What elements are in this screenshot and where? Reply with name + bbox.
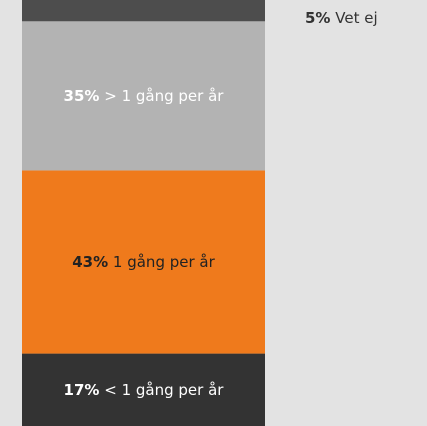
bar-segment [22,170,265,354]
segment-label: 17% < 1 gång per år [64,380,225,398]
category-label: Vet ej [335,9,377,27]
bar-segment [22,353,265,426]
segment-label: 35% > 1 gång per år [64,86,225,104]
value-label: 43% [72,252,108,270]
segment-label: 43% 1 gång per år [72,252,215,270]
bar-segment [22,0,265,22]
segment-label: 5% Vet ej [305,9,378,27]
value-label: 17% [64,380,100,398]
category-label: > 1 gång per år [104,86,224,104]
category-label: 1 gång per år [113,252,216,270]
category-label: < 1 gång per år [104,380,224,398]
value-label: 5% [305,9,330,27]
value-label: 35% [64,86,100,104]
bar-segment [22,21,265,171]
